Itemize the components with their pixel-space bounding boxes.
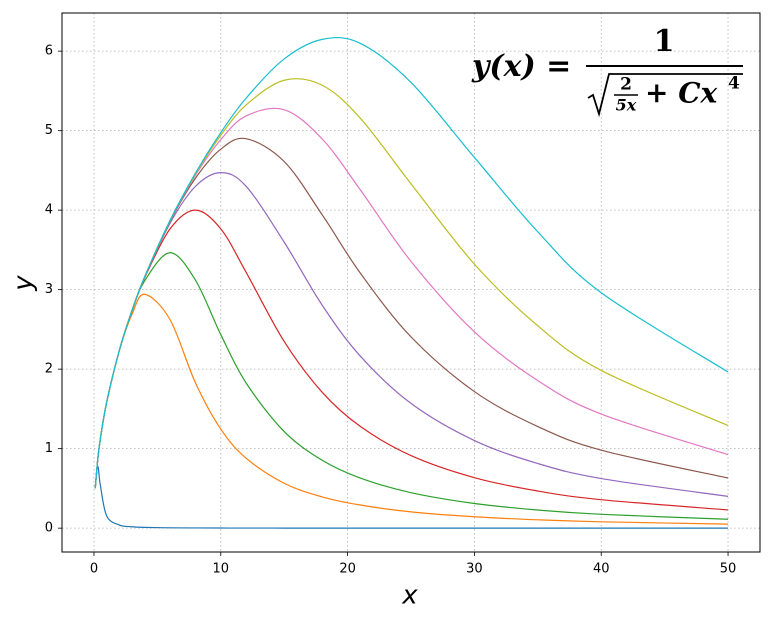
y-tick-label: 4 [45,203,53,218]
inner-denominator: 5x [616,96,637,115]
y-tick-label: 1 [45,441,53,456]
x-tick-label: 30 [466,562,483,577]
formula-lhs: y(x) = [471,49,571,84]
y-tick-label: 5 [45,123,53,138]
curve [94,465,729,529]
y-axis-label: y [9,275,39,292]
y-tick-label: 2 [45,362,53,377]
curve [94,293,729,525]
x-tick-label: 40 [593,562,610,577]
plot-frame [61,12,761,553]
formula: y(x) = 1 2 5x + Cx 4 [471,24,743,118]
inner-numerator: 2 [620,75,632,95]
sqrt-sign [587,73,743,118]
curve [94,107,729,489]
x-tick-label: 20 [339,562,356,577]
x-tick-label: 10 [213,562,230,577]
y-tick-label: 6 [45,44,53,59]
curve [94,137,729,489]
curve [94,78,729,489]
curve [94,172,729,497]
lines [94,36,729,529]
formula-exponent: 4 [728,74,740,94]
ticks: 0 10 20 30 40 50 0 1 2 3 4 5 6 [45,44,737,577]
curve [94,209,729,511]
y-tick-label: 0 [45,521,53,536]
formula-rest: + Cx [645,77,717,110]
x-tick-label: 50 [720,562,737,577]
formula-numerator: 1 [654,24,675,59]
x-axis-label: x [401,581,418,611]
y-tick-label: 3 [45,282,53,297]
x-tick-label: 0 [90,562,98,577]
curve [94,36,729,489]
